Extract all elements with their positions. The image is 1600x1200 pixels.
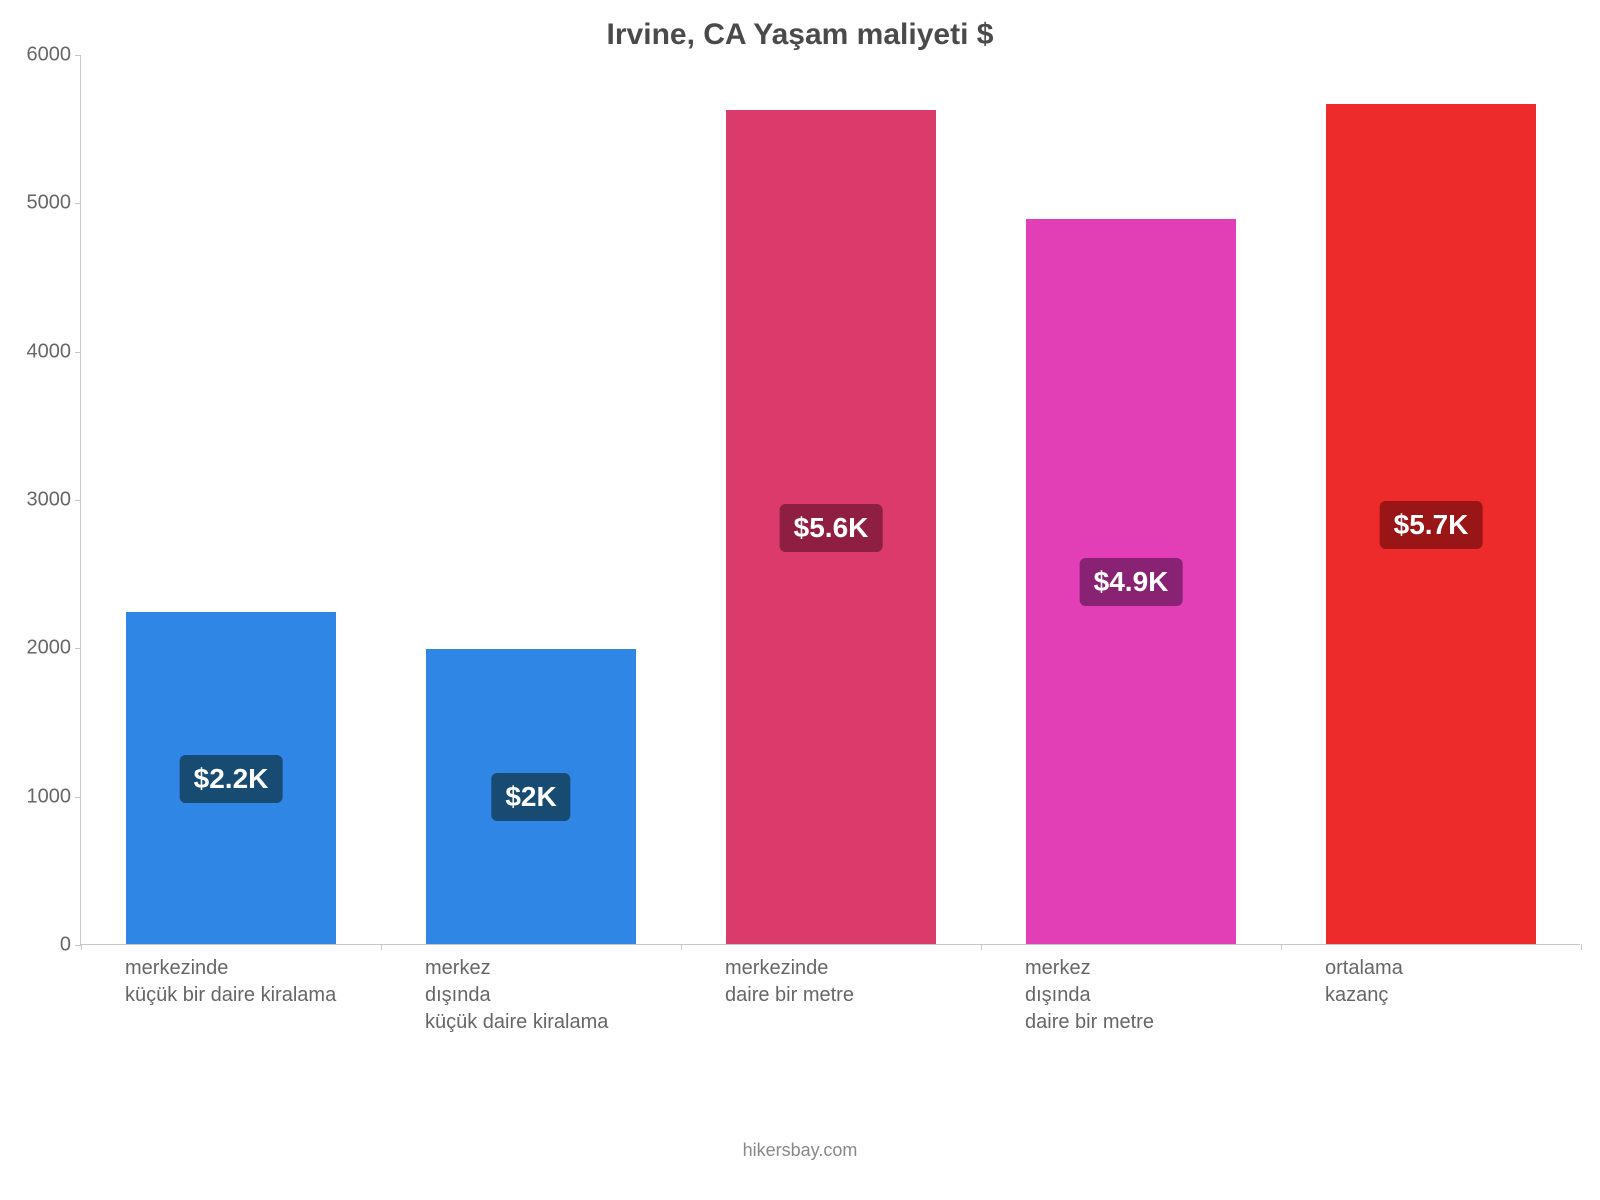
value-badge: $5.7K <box>1380 501 1483 549</box>
y-tick-mark <box>75 203 81 204</box>
y-tick-label: 4000 <box>21 340 71 363</box>
x-tick-mark <box>81 944 82 950</box>
value-badge: $2K <box>491 773 570 821</box>
plot-area: $2.2K$2K$5.6K$4.9K$5.7K 0100020003000400… <box>80 55 1580 945</box>
y-tick-label: 5000 <box>21 192 71 215</box>
x-axis-label: merkezinde küçük bir daire kiralama <box>125 955 336 1009</box>
x-axis-label: merkezinde daire bir metre <box>725 955 854 1009</box>
x-tick-mark <box>1581 944 1582 950</box>
y-tick-label: 1000 <box>21 785 71 808</box>
x-axis-label: merkez dışında küçük daire kiralama <box>425 955 608 1036</box>
value-badge: $5.6K <box>780 504 883 552</box>
y-tick-label: 6000 <box>21 44 71 67</box>
y-tick-mark <box>75 648 81 649</box>
y-tick-label: 3000 <box>21 489 71 512</box>
x-tick-mark <box>1281 944 1282 950</box>
y-tick-mark <box>75 352 81 353</box>
chart-title: Irvine, CA Yaşam maliyeti $ <box>0 18 1600 52</box>
value-badge: $4.9K <box>1080 558 1183 606</box>
x-axis-label: ortalama kazanç <box>1325 955 1403 1009</box>
y-tick-label: 0 <box>21 934 71 957</box>
chart-container: Irvine, CA Yaşam maliyeti $ $2.2K $2K $5.6… <box>0 0 1600 1200</box>
bars-layer: $2.2K $2K $5.6K $4.9K $5.7K <box>81 55 1580 944</box>
value-badge: $2.2K <box>180 755 283 803</box>
x-axis-label: merkez dışında daire bir metre <box>1025 955 1154 1036</box>
y-tick-mark <box>75 797 81 798</box>
credit-text: hikersbay.com <box>0 1140 1600 1161</box>
x-tick-mark <box>981 944 982 950</box>
x-tick-mark <box>381 944 382 950</box>
x-tick-mark <box>681 944 682 950</box>
y-tick-mark <box>75 55 81 56</box>
y-tick-mark <box>75 500 81 501</box>
y-tick-label: 2000 <box>21 637 71 660</box>
